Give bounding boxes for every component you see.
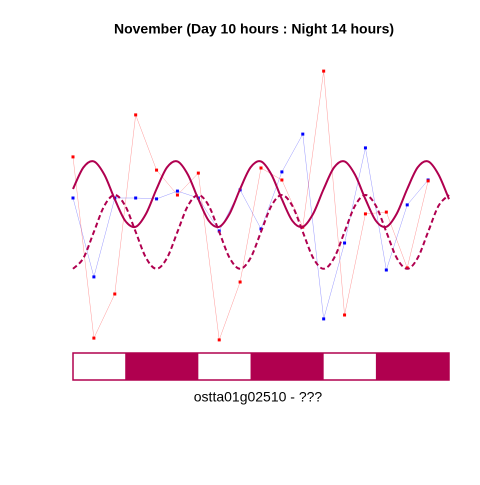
data-point (343, 313, 347, 317)
chart-title: November (Day 10 hours : Night 14 hours) (114, 21, 394, 37)
x-axis-label: ostta01g02510 - ??? (194, 389, 323, 405)
data-point (280, 178, 284, 182)
data-point (71, 155, 75, 159)
day-period (323, 353, 376, 380)
series-line (72, 193, 450, 270)
data-point (259, 227, 263, 231)
data-point (363, 212, 367, 216)
data-point (343, 241, 347, 245)
data-point (322, 69, 326, 73)
data-point (217, 338, 221, 342)
data-point (71, 196, 75, 200)
data-point (155, 168, 159, 172)
data-point (384, 210, 388, 214)
day-period (73, 353, 126, 380)
data-point (363, 146, 367, 150)
night-bar (73, 353, 449, 380)
series-line (72, 133, 429, 319)
data-point (301, 132, 305, 136)
data-point (384, 268, 388, 272)
bar-border (72, 352, 450, 381)
data-point (405, 203, 409, 207)
day-period (198, 353, 251, 380)
series-line (72, 160, 450, 229)
data-point (134, 113, 138, 117)
data-point (155, 197, 159, 201)
data-point (238, 280, 242, 284)
data-point (280, 170, 284, 174)
data-point (175, 193, 179, 197)
series-line (72, 71, 429, 340)
data-point (92, 336, 96, 340)
data-point (322, 317, 326, 321)
data-point (175, 189, 179, 193)
data-point (426, 179, 430, 183)
data-point (134, 196, 138, 200)
data-point (92, 275, 96, 279)
data-point (196, 171, 200, 175)
data-point (259, 166, 263, 170)
data-point (113, 292, 117, 296)
